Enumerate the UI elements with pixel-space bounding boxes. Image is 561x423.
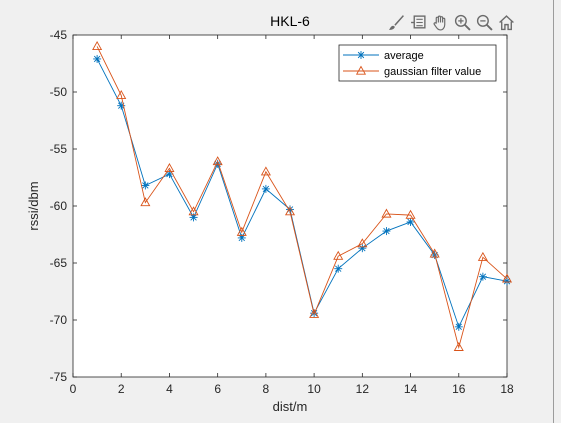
brush-icon[interactable]: [386, 12, 406, 32]
data-point: [405, 209, 416, 219]
series-gaussian: [92, 40, 513, 351]
data-point: [92, 40, 103, 50]
data-point: [141, 181, 150, 190]
legend-label-gaussian: gaussian filter value: [384, 66, 481, 78]
x-tick-label: 4: [166, 382, 173, 396]
legend-box: [338, 44, 497, 82]
legend[interactable]: average gaussian filter value: [338, 44, 497, 82]
data-point: [382, 227, 391, 236]
window-edge: [553, 0, 554, 423]
pan-hand-icon[interactable]: [430, 12, 450, 32]
data-point: [478, 272, 487, 281]
data-point: [212, 156, 223, 166]
data-point: [189, 213, 198, 222]
home-icon[interactable]: [496, 12, 516, 32]
x-tick-label: 14: [404, 382, 418, 396]
tick-labels-layer: 0 2 4 6 8 10 12 14 16 18 -45 -50 -55 -60 -65 -70 -75: [50, 28, 514, 396]
data-point: [477, 251, 488, 261]
x-axis-label: dist/m: [273, 399, 308, 414]
x-tick-label: 0: [70, 382, 77, 396]
data-point: [261, 184, 270, 193]
data-point: [333, 250, 344, 260]
data-point: [140, 197, 151, 207]
y-tick-label: -70: [50, 313, 68, 327]
legend-sample-average: [343, 51, 379, 59]
x-tick-label: 10: [307, 382, 321, 396]
data-point: [188, 206, 199, 216]
x-tick-label: 2: [118, 382, 125, 396]
zoom-in-icon[interactable]: [452, 12, 472, 32]
legend-sample-gaussian: [343, 65, 379, 75]
data-tips-icon[interactable]: [408, 12, 428, 32]
data-point: [357, 238, 368, 248]
x-tick-label: 8: [263, 382, 270, 396]
data-point: [406, 217, 415, 226]
data-point: [501, 273, 513, 283]
data-point: [236, 226, 247, 236]
data-point: [309, 308, 320, 318]
zoom-out-icon[interactable]: [474, 12, 494, 32]
y-tick-label: -55: [50, 142, 68, 156]
data-point: [454, 322, 463, 331]
data-point: [453, 341, 464, 351]
data-point: [116, 89, 127, 100]
data-point: [358, 244, 367, 253]
data-point: [260, 166, 271, 176]
y-tick-label: -65: [50, 256, 68, 270]
y-tick-label: -50: [50, 85, 68, 99]
data-point: [284, 206, 296, 216]
y-tick-label: -75: [50, 370, 68, 384]
y-axis-label: rssi/dbm: [26, 181, 41, 230]
legend-label-average: average: [384, 50, 424, 62]
data-point: [429, 248, 440, 258]
data-point: [93, 54, 102, 63]
data-point: [334, 264, 343, 273]
x-tick-label: 12: [356, 382, 370, 396]
y-tick-label: -45: [50, 28, 68, 42]
data-point: [164, 162, 175, 172]
axes-toolbar: [386, 12, 516, 32]
x-tick-label: 6: [214, 382, 221, 396]
series-line: [96, 46, 508, 350]
x-tick-label: 18: [500, 382, 514, 396]
x-tick-label: 16: [452, 382, 466, 396]
chart-title: HKL-6: [270, 13, 310, 29]
y-tick-label: -60: [50, 199, 68, 213]
series-layer: [92, 40, 513, 351]
ticks-layer: [72, 34, 508, 378]
data-point: [381, 208, 392, 218]
